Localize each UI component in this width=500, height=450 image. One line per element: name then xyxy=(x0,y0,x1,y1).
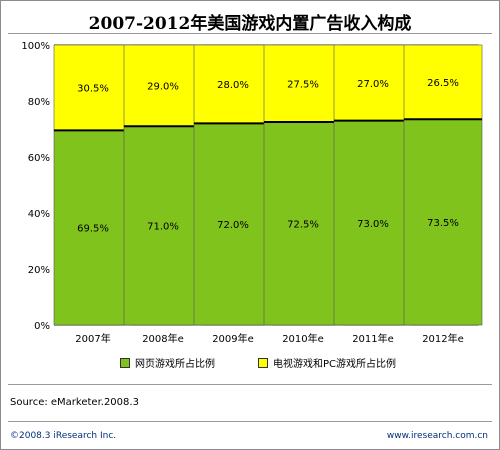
legend-swatch-tv-pc-games xyxy=(258,357,268,368)
y-tick-label: 0% xyxy=(34,321,50,332)
x-tick-label: 2012年e xyxy=(422,332,464,345)
y-tick-label: 100% xyxy=(21,41,50,52)
legend-item-web-games: 网页游戏所占比例 xyxy=(120,355,215,370)
y-tick-label: 20% xyxy=(28,265,50,276)
data-label: 28.0% xyxy=(217,80,249,91)
source-note: Source: eMarketer.2008.3 xyxy=(10,397,139,408)
bar-tv-pc-games xyxy=(123,44,203,127)
data-label: 72.5% xyxy=(287,220,319,231)
footer-copyright: ©2008.3 iResearch Inc. xyxy=(10,431,117,441)
data-label: 26.5% xyxy=(427,78,459,89)
x-tick-label: 2011年e xyxy=(352,332,394,345)
title-divider xyxy=(8,33,492,34)
bar-web-games xyxy=(403,118,483,326)
legend-label-web-games: 网页游戏所占比例 xyxy=(135,359,215,370)
data-label: 27.5% xyxy=(287,80,319,91)
data-label: 29.0% xyxy=(147,82,179,93)
chart-legend: 网页游戏所占比例 电视游戏和PC游戏所占比例 xyxy=(0,355,500,373)
footer-website: www.iresearch.com.cn xyxy=(386,431,488,441)
x-tick-label: 2009年e xyxy=(212,332,254,345)
source-divider xyxy=(8,384,492,385)
bar-tv-pc-games xyxy=(53,44,133,131)
bar-web-games xyxy=(193,123,273,326)
data-label: 73.5% xyxy=(427,218,459,229)
y-tick-label: 60% xyxy=(28,153,50,164)
x-tick-label: 2008年e xyxy=(142,332,184,345)
bar-tv-pc-games xyxy=(403,44,483,120)
legend-swatch-web-games xyxy=(120,357,130,368)
data-label: 72.0% xyxy=(217,220,249,231)
data-label: 73.0% xyxy=(357,219,389,230)
data-label: 69.5% xyxy=(77,224,109,235)
footer-divider xyxy=(8,421,492,422)
data-label: 30.5% xyxy=(77,84,109,95)
y-tick-label: 80% xyxy=(28,97,50,108)
bar-web-games xyxy=(333,120,413,326)
data-label: 71.0% xyxy=(147,222,179,233)
data-label: 27.0% xyxy=(357,79,389,90)
bar-web-games xyxy=(53,130,133,326)
bar-web-games xyxy=(123,125,203,326)
chart-title: 2007-2012年美国游戏内置广告收入构成 xyxy=(88,14,412,34)
bar-tv-pc-games xyxy=(193,44,273,124)
x-tick-label: 2010年e xyxy=(282,332,324,345)
y-tick-label: 40% xyxy=(28,209,50,220)
legend-item-tv-pc-games: 电视游戏和PC游戏所占比例 xyxy=(258,355,396,370)
legend-label-tv-pc-games: 电视游戏和PC游戏所占比例 xyxy=(273,359,397,370)
x-tick-label: 2007年 xyxy=(75,332,110,345)
bar-web-games xyxy=(263,121,343,326)
